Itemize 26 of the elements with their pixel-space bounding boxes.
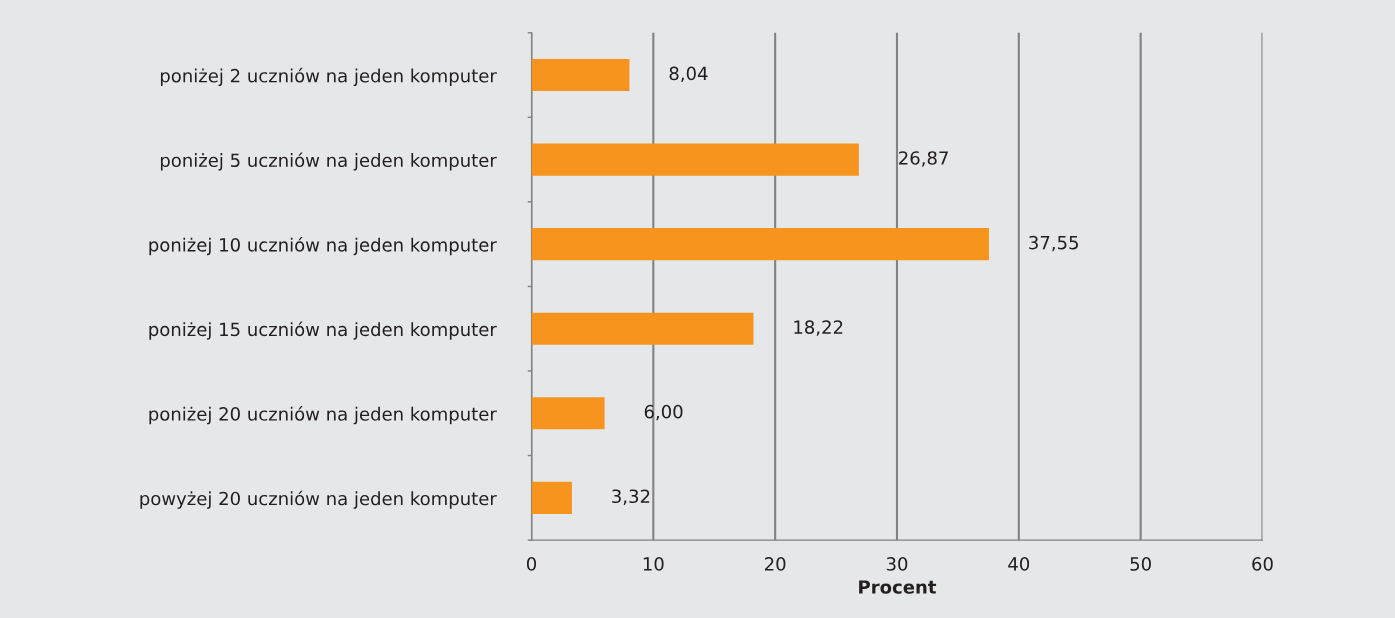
x-tick-label: 10: [643, 557, 664, 571]
y-tick-label: poniżej 5 uczniów na jeden komputer: [160, 152, 497, 171]
x-tick-label: 40: [1008, 557, 1030, 571]
data-label: 3,32: [612, 489, 650, 505]
y-tick-label: poniżej 2 uczniów na jeden komputer: [160, 67, 497, 87]
y-tick-label: poniżej 15 uczniów na jeden komputer: [149, 321, 497, 340]
x-tick-label: 30: [886, 557, 908, 571]
data-label: 18,22: [794, 320, 843, 336]
x-tick-label: 0: [526, 557, 537, 571]
bar: [531, 143, 859, 176]
data-label: 37,55: [1029, 235, 1078, 252]
bar: [531, 228, 989, 261]
y-tick-label: poniżej 20 uczniów na jeden komputer: [149, 406, 497, 425]
x-axis-title: Procent: [859, 580, 937, 594]
y-tick-label: powyżej 20 uczniów na jeden komputer: [140, 490, 497, 509]
bar: [531, 312, 754, 345]
data-label: 8,04: [669, 66, 708, 83]
data-label: 6,00: [644, 404, 683, 421]
x-tick-label: 20: [764, 557, 786, 571]
bar: [531, 58, 630, 92]
x-tick-label: 50: [1130, 557, 1151, 571]
data-label: 26,87: [899, 151, 948, 167]
bar: [531, 397, 605, 430]
x-tick-label: 60: [1252, 557, 1273, 571]
bar: [531, 481, 572, 514]
y-tick-label: poniżej 10 uczniów na jeden komputer: [149, 236, 497, 256]
